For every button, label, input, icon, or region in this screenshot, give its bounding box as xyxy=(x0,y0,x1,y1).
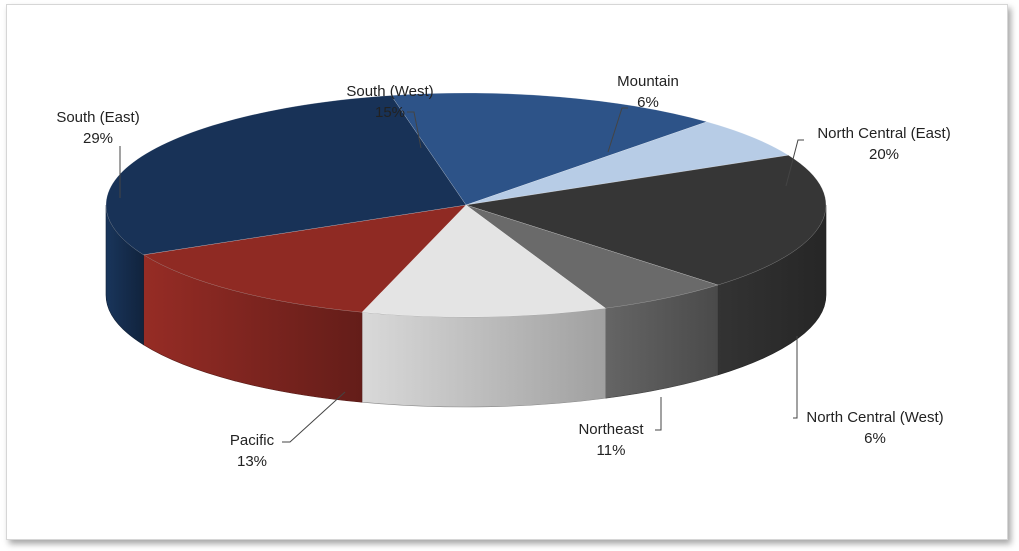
pie-slice-south-west xyxy=(390,92,708,206)
slice-label-mountain: Mountain xyxy=(617,73,679,90)
slice-label-north-central-west: North Central (West) xyxy=(806,409,943,426)
slice-label-south-west: South (West) xyxy=(346,83,433,100)
slice-label-northeast: Northeast xyxy=(578,421,644,438)
pie-slice-northeast xyxy=(361,204,607,318)
leader-line-mountain xyxy=(607,107,628,153)
pie-slice-north-central-west xyxy=(465,204,719,309)
slice-label-south-east: South (East) xyxy=(56,109,139,126)
slice-value-south-west: 15% xyxy=(375,104,405,121)
leader-line-north-central-west xyxy=(793,336,798,419)
leader-line-north-central-east xyxy=(785,139,804,187)
pie-slice-north-central-east xyxy=(465,154,827,286)
slice-value-north-central-east: 20% xyxy=(869,146,899,163)
leader-line-pacific xyxy=(282,391,346,443)
slice-value-north-central-west: 6% xyxy=(864,430,886,447)
pie-side-northeast xyxy=(361,307,606,408)
pie-slice-mountain xyxy=(465,121,790,206)
slice-value-northeast: 11% xyxy=(597,442,626,459)
slice-value-south-east: 29% xyxy=(83,130,113,147)
slice-value-pacific: 13% xyxy=(237,453,267,470)
leader-line-northeast xyxy=(655,397,662,431)
leader-line-south-west xyxy=(407,111,422,149)
slice-label-pacific: Pacific xyxy=(230,432,275,449)
pie-slice-south-east xyxy=(105,95,467,256)
slice-value-mountain: 6% xyxy=(637,94,659,111)
slice-label-north-central-east: North Central (East) xyxy=(817,125,950,142)
pie-slice-pacific xyxy=(142,204,467,313)
